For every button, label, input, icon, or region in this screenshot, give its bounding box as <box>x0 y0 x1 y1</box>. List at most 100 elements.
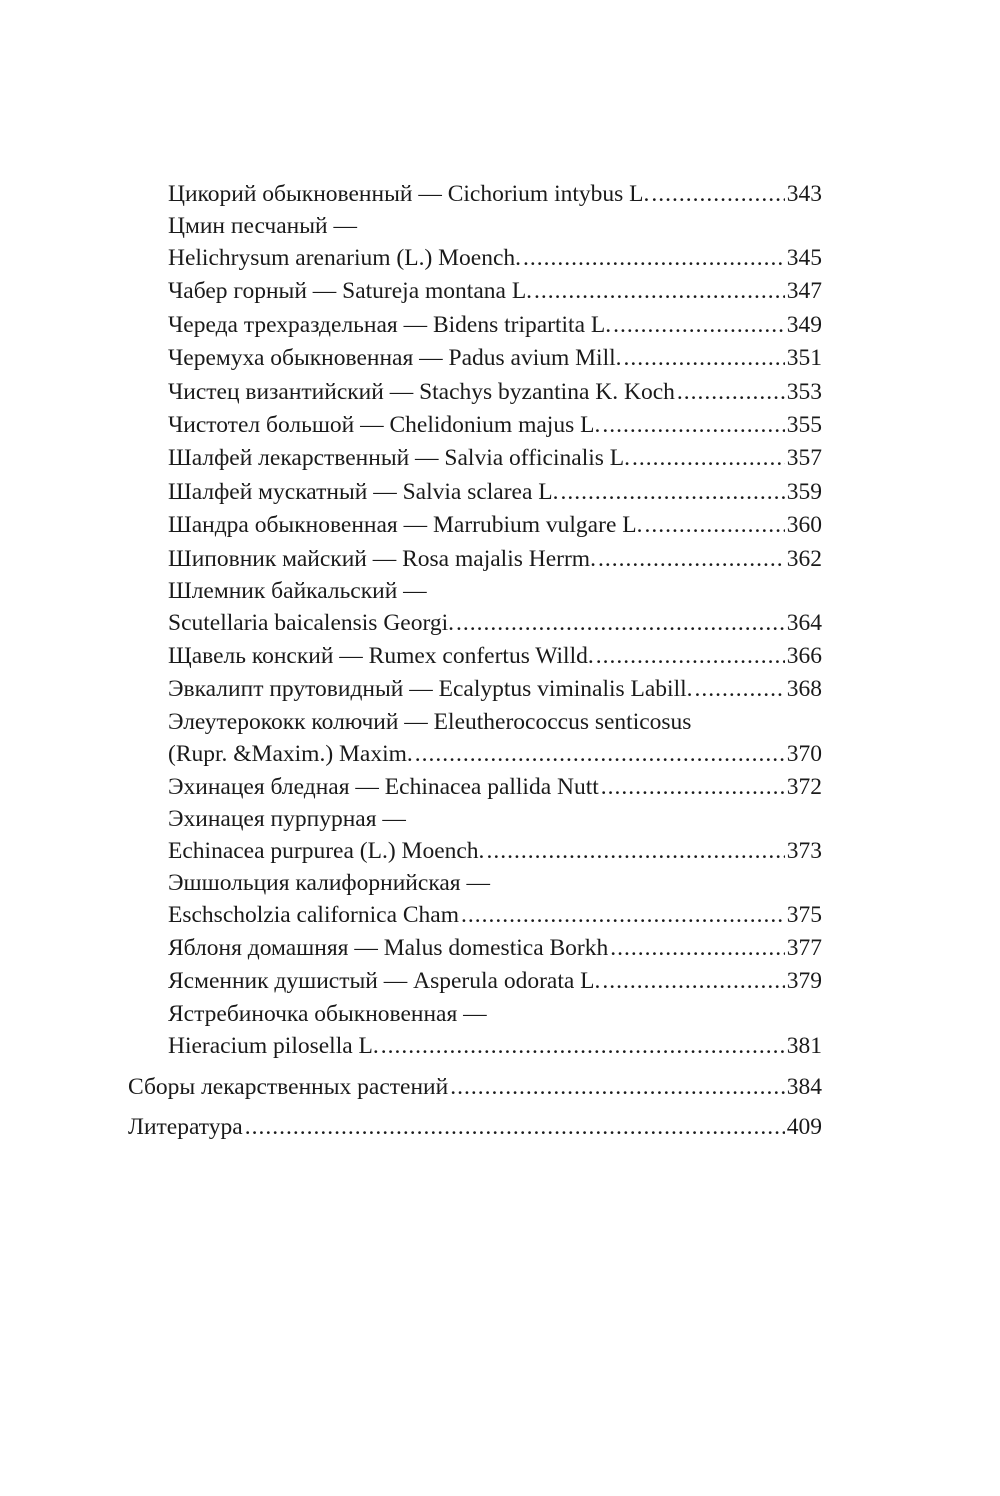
dot-leader <box>695 673 785 706</box>
entry-title: Шиповник майский — Rosa majalis Herrm. <box>168 545 596 572</box>
toc-line: Шиповник майский — Rosa majalis Herrm. 36… <box>168 543 822 576</box>
page-number: 355 <box>786 411 822 438</box>
dot-leader <box>602 409 784 442</box>
page-number: 349 <box>786 311 822 338</box>
dot-leader <box>461 899 785 932</box>
toc-entry[interactable]: Ястребиночка обыкновенная — Hieracium pil… <box>128 999 822 1063</box>
entry-title: Echinacea purpurea (L.) Moench. <box>168 838 485 865</box>
toc-line: Цикорий обыкновенный — Cichorium intybus… <box>168 178 822 211</box>
toc-entry[interactable]: Шалфей лекарственный — Salvia officinali… <box>128 442 822 475</box>
page-number: 357 <box>786 445 822 472</box>
toc-line: Эхинацея бледная — Echinacea pallida Nut… <box>168 771 822 804</box>
toc-entry[interactable]: Эвкалипт прутовидный — Ecalyptus viminal… <box>128 673 822 706</box>
toc-entry[interactable]: Чистец византийский — Stachys byzantina … <box>128 376 822 409</box>
page-number: 370 <box>786 740 822 767</box>
dot-leader <box>245 1107 785 1147</box>
page-number: 345 <box>786 245 822 272</box>
toc-section-entry[interactable]: Сборы лекарственных растений 384 <box>128 1067 822 1107</box>
toc-entry[interactable]: Эшшольция калифорнийская — Eschscholzia c… <box>128 868 822 932</box>
entry-title: Шалфей лекарственный — Salvia officinali… <box>168 445 631 472</box>
entry-title: Чабер горный — Satureja montana L. <box>168 278 533 305</box>
entry-title: Черемуха обыкновенная — Padus avium Mill… <box>168 345 622 372</box>
dot-leader <box>450 1067 785 1107</box>
dot-leader <box>632 442 785 475</box>
toc-entry[interactable]: Шалфей мускатный — Salvia sclarea L. 359 <box>128 476 822 509</box>
entry-title: Helichrysum arenarium (L.) Moench. <box>168 245 522 272</box>
toc-line: Ястребиночка обыкновенная — <box>168 999 822 1030</box>
entry-title: Сборы лекарственных растений <box>128 1073 449 1100</box>
toc-entry[interactable]: Щавель конский — Rumex confertus Willd. 3… <box>128 640 822 673</box>
toc-entry[interactable]: Цмин песчаный — Helichrysum arenarium (L.… <box>128 211 822 275</box>
table-of-contents: Цикорий обыкновенный — Cichorium intybus… <box>128 178 822 1147</box>
toc-line: Цмин песчаный — <box>168 211 822 242</box>
toc-line: Литература 409 <box>128 1107 822 1147</box>
entry-title: Эхинацея бледная — Echinacea pallida Nut… <box>168 773 599 800</box>
dot-leader <box>610 932 785 965</box>
entry-title: Чистотел большой — Chelidonium majus L. <box>168 411 601 438</box>
toc-line: Эшшольция калифорнийская — <box>168 868 822 899</box>
entry-title: Эшшольция калифорнийская — <box>168 870 490 897</box>
toc-entry[interactable]: Цикорий обыкновенный — Cichorium intybus… <box>128 178 822 211</box>
toc-entry[interactable]: Эхинацея пурпурная — Echinacea purpurea (… <box>128 804 822 868</box>
page-number: 375 <box>786 902 822 929</box>
toc-entry[interactable]: Шиповник майский — Rosa majalis Herrm. 36… <box>128 543 822 576</box>
toc-line: Helichrysum arenarium (L.) Moench. 345 <box>168 242 822 275</box>
dot-leader <box>534 275 785 308</box>
toc-line: Шалфей мускатный — Salvia sclarea L. 359 <box>168 476 822 509</box>
entry-title: Яблоня домашняя — Malus domestica Borkh <box>168 935 609 962</box>
dot-leader <box>644 509 784 542</box>
toc-entry[interactable]: Элеутерококк колючий — Eleutherococcus s… <box>128 707 822 771</box>
toc-entry[interactable]: Чистотел большой — Chelidonium majus L. 3… <box>128 409 822 442</box>
toc-entry[interactable]: Чабер горный — Satureja montana L. 347 <box>128 275 822 308</box>
page-number: 364 <box>786 609 822 636</box>
entry-title: Шандра обыкновенная — Marrubium vulgare … <box>168 512 643 539</box>
page-number: 360 <box>786 512 822 539</box>
dot-leader <box>598 543 785 576</box>
toc-entry[interactable]: Яблоня домашняя — Malus domestica Borkh 3… <box>128 932 822 965</box>
toc-entry[interactable]: Череда трехраздельная — Bidens tripartit… <box>128 309 822 342</box>
toc-line: Шалфей лекарственный — Salvia officinali… <box>168 442 822 475</box>
toc-entry[interactable]: Шлемник байкальский — Scutellaria baicale… <box>128 576 822 640</box>
toc-line: Ясменник душистый — Asperula odorata L. 3… <box>168 965 822 998</box>
toc-line: Hieracium pilosella L. 381 <box>168 1030 822 1063</box>
page-number: 351 <box>786 345 822 372</box>
page-number: 381 <box>786 1032 822 1059</box>
page-number: 368 <box>786 676 822 703</box>
entry-title: Eschscholzia californica Cham <box>168 902 460 929</box>
entry-title: Элеутерококк колючий — Eleutherococcus s… <box>168 708 692 735</box>
page-number: 373 <box>786 838 822 865</box>
page-number: 409 <box>786 1113 822 1140</box>
page-number: 377 <box>786 935 822 962</box>
toc-entry[interactable]: Ясменник душистый — Asperula odorata L. 3… <box>128 965 822 998</box>
dot-leader <box>561 476 785 509</box>
dot-leader <box>602 965 784 998</box>
toc-entry[interactable]: Эхинацея бледная — Echinacea pallida Nut… <box>128 771 822 804</box>
dot-leader <box>613 309 785 342</box>
page-number: 353 <box>786 378 822 405</box>
toc-entry[interactable]: Черемуха обыкновенная — Padus avium Mill… <box>128 342 822 375</box>
dot-leader <box>596 640 785 673</box>
dot-leader <box>456 607 785 640</box>
entry-title: (Rupr. &Maxim.) Maxim. <box>168 740 413 767</box>
toc-line: Чистотел большой — Chelidonium majus L. 3… <box>168 409 822 442</box>
toc-line: Scutellaria baicalensis Georgi. 364 <box>168 607 822 640</box>
dot-leader <box>601 771 785 804</box>
page-number: 347 <box>786 278 822 305</box>
page-number: 362 <box>786 545 822 572</box>
page-number: 359 <box>786 478 822 505</box>
toc-line: Echinacea purpurea (L.) Moench. 373 <box>168 835 822 868</box>
entry-title: Hieracium pilosella L. <box>168 1032 379 1059</box>
page-number: 384 <box>786 1073 822 1100</box>
toc-line: Щавель конский — Rumex confertus Willd. 3… <box>168 640 822 673</box>
entry-title: Цмин песчаный — <box>168 213 357 240</box>
toc-line: Эвкалипт прутовидный — Ecalyptus viminal… <box>168 673 822 706</box>
toc-line: Eschscholzia californica Cham 375 <box>168 899 822 932</box>
entry-title: Щавель конский — Rumex confertus Willd. <box>168 642 594 669</box>
toc-line: Чистец византийский — Stachys byzantina … <box>168 376 822 409</box>
dot-leader <box>677 376 785 409</box>
toc-entry[interactable]: Шандра обыкновенная — Marrubium vulgare … <box>128 509 822 542</box>
dot-leader <box>523 242 785 275</box>
toc-section-entry[interactable]: Литература 409 <box>128 1107 822 1147</box>
entry-title: Литература <box>128 1113 243 1140</box>
dot-leader <box>624 342 785 375</box>
